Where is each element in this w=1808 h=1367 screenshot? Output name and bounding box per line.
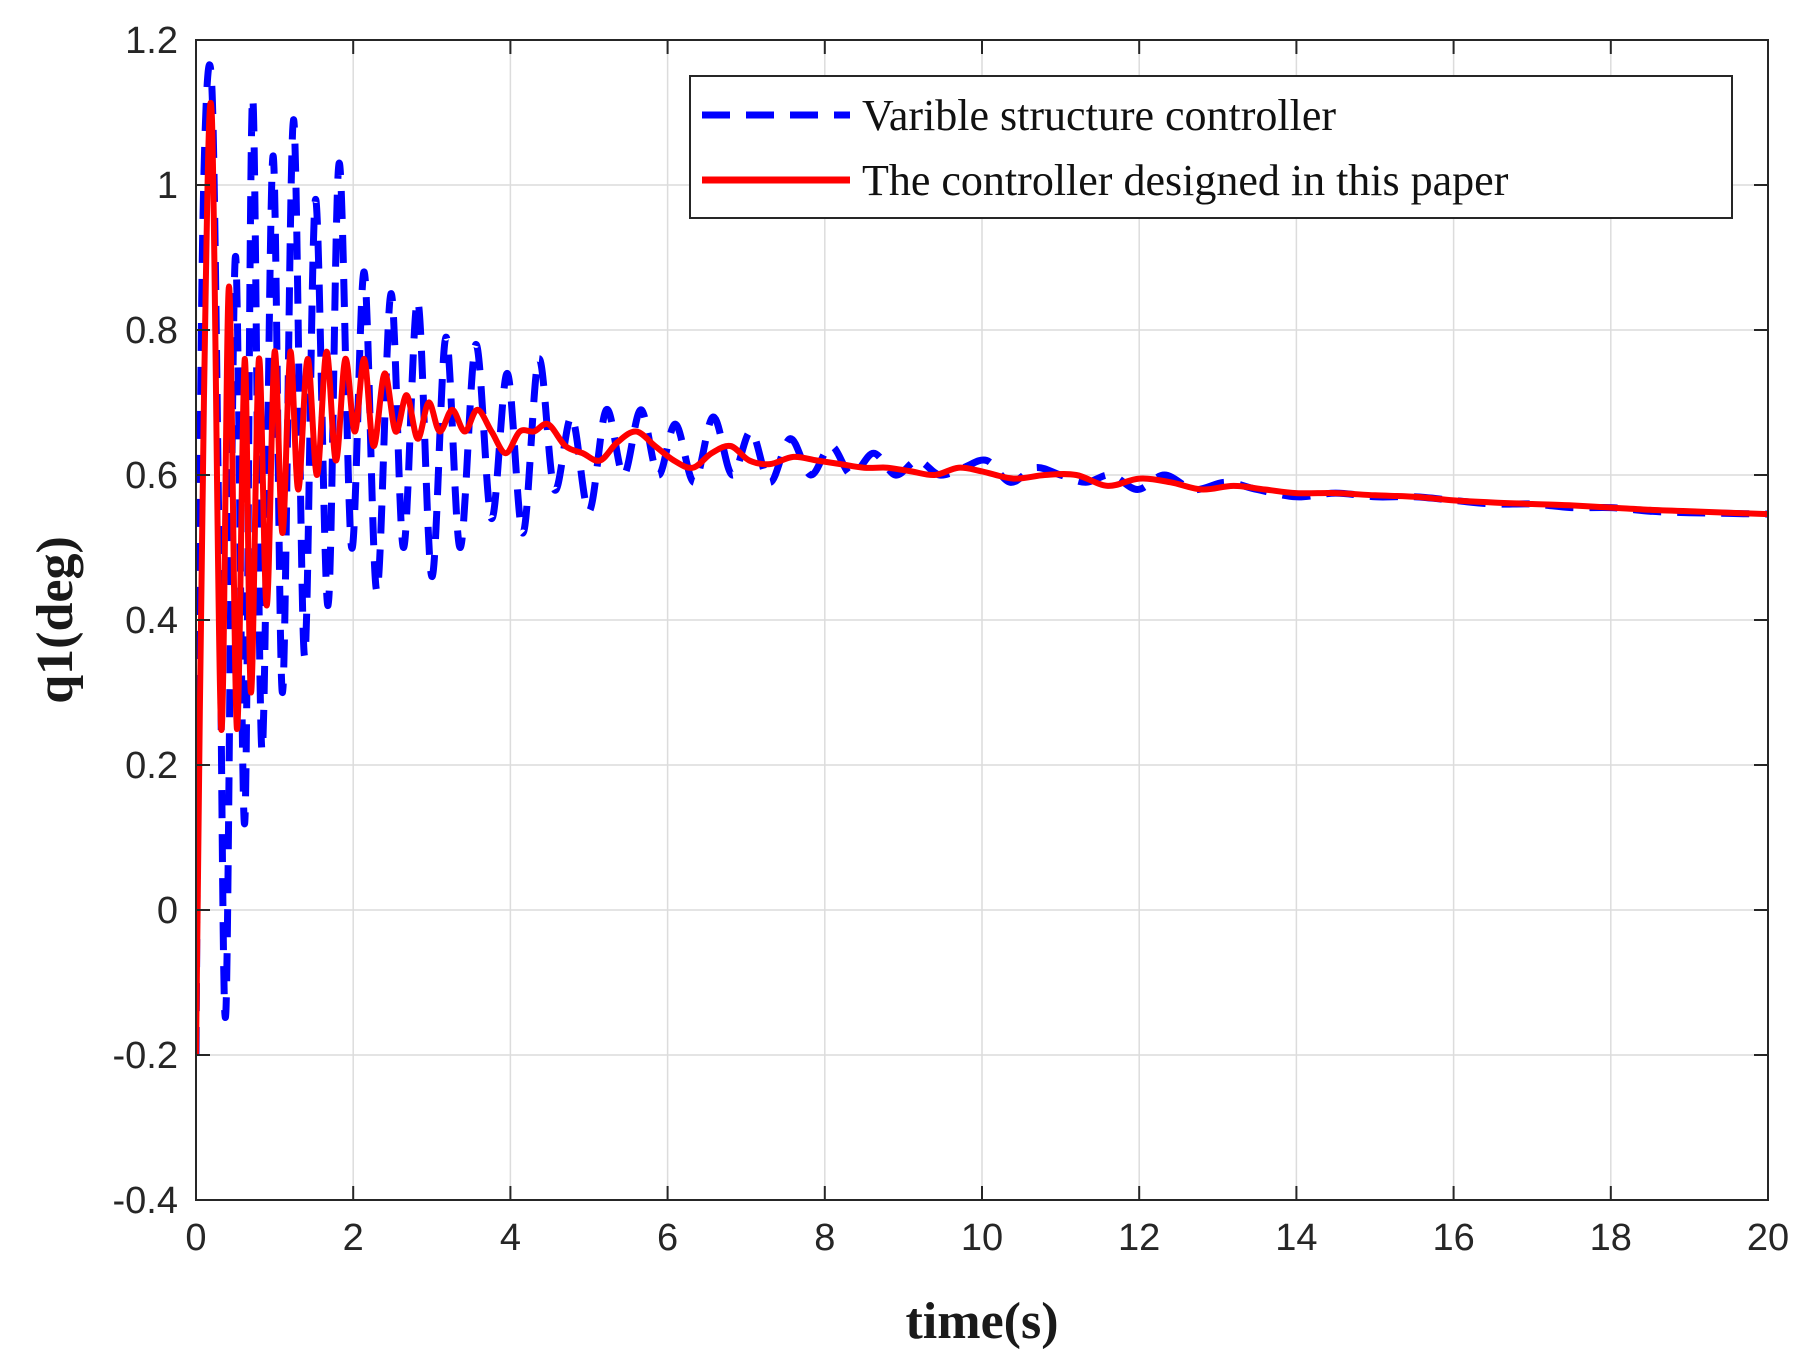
x-tick-label: 16 [1432, 1217, 1474, 1259]
x-tick-label: 6 [657, 1217, 678, 1259]
x-tick-label: 8 [814, 1217, 835, 1259]
y-tick-label: 0.8 [125, 310, 178, 352]
x-tick-label: 18 [1590, 1217, 1632, 1259]
series-line-varible-structure [196, 61, 1768, 1056]
x-tick-label: 10 [961, 1217, 1003, 1259]
x-tick-label: 0 [185, 1217, 206, 1259]
y-tick-label: 0.2 [125, 745, 178, 787]
y-tick-label: 0 [157, 890, 178, 932]
legend-label-designed-controller: The controller designed in this paper [862, 156, 1509, 205]
x-tick-labels: 0 2 4 6 8 10 12 14 16 18 20 [185, 1217, 1789, 1259]
series-layer [196, 61, 1768, 1056]
legend-box [689, 75, 1733, 219]
x-tick-label: 2 [343, 1217, 364, 1259]
x-axis-title: time(s) [905, 1293, 1058, 1350]
axis-ticks [195, 39, 1769, 1201]
y-tick-label: 0.6 [125, 455, 178, 497]
y-tick-label: -0.4 [113, 1180, 178, 1222]
legend-label-varible-structure: Varible structure controller [862, 91, 1336, 140]
x-tick-label: 12 [1118, 1217, 1160, 1259]
x-tick-label: 4 [500, 1217, 521, 1259]
legend: Varible structure controller The control… [689, 75, 1733, 219]
series-line-designed-controller [196, 100, 1768, 1056]
y-tick-label: -0.2 [113, 1035, 178, 1077]
y-tick-label: 0.4 [125, 600, 178, 642]
y-tick-labels: -0.4 -0.2 0 0.2 0.4 0.6 0.8 1 1.2 [113, 20, 178, 1222]
x-tick-label: 14 [1275, 1217, 1317, 1259]
y-axis-title: q1(deg) [27, 536, 84, 704]
y-tick-label: 1.2 [125, 20, 178, 62]
y-tick-label: 1 [157, 165, 178, 207]
x-tick-label: 20 [1747, 1217, 1789, 1259]
